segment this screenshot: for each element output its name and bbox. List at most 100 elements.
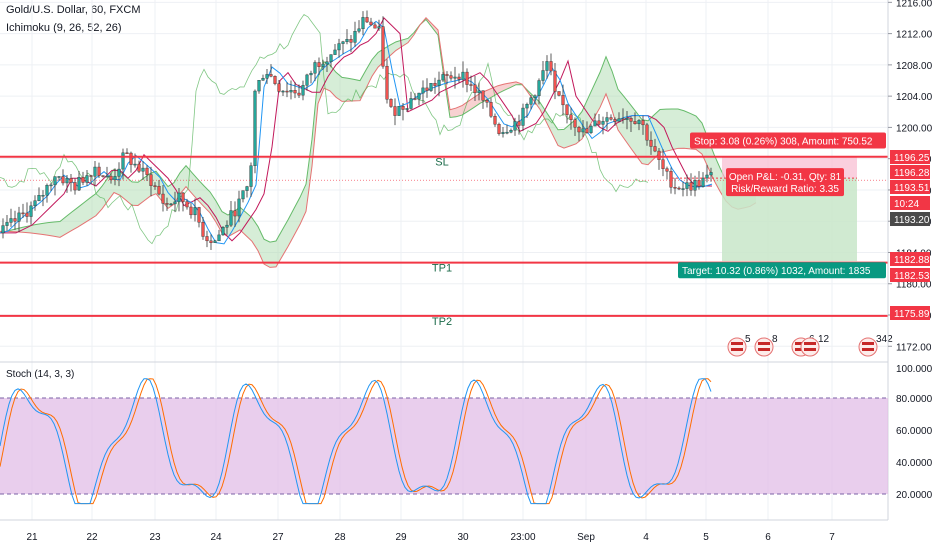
- kumo-segment: [330, 65, 336, 98]
- stop-label-bg: [690, 132, 886, 149]
- candle-body: [69, 178, 73, 183]
- x-tick-label: 29: [395, 532, 407, 543]
- candle-body: [377, 26, 381, 29]
- candle-body: [13, 218, 17, 222]
- candle-body: [41, 195, 45, 197]
- economic-event-badge[interactable]: 342: [858, 334, 893, 357]
- x-tick-label: 28: [334, 532, 346, 543]
- price-tag-bg: [890, 165, 930, 179]
- kumo-segment: [120, 171, 126, 201]
- kumo-segment: [138, 177, 144, 206]
- kumo-segment: [36, 223, 42, 235]
- candle-body: [665, 168, 669, 172]
- candle-body: [373, 24, 377, 29]
- flag-stripe: [804, 342, 816, 345]
- candle-body: [605, 117, 609, 122]
- candle-body: [621, 118, 625, 120]
- price-tag-bg: [890, 252, 930, 266]
- candle-body: [617, 118, 621, 122]
- candle-body: [521, 107, 525, 126]
- x-tick-label: 23: [149, 532, 161, 543]
- candle-body: [65, 178, 69, 184]
- kumo-segment: [564, 124, 570, 149]
- candle-body: [265, 74, 269, 79]
- kumo-segment: [102, 177, 108, 209]
- candle-body: [313, 62, 317, 74]
- stoch-d-line: [0, 378, 712, 505]
- senkou-span-b-line: [0, 17, 757, 268]
- kumo-segment: [84, 197, 90, 224]
- candle-body: [145, 167, 149, 175]
- kumo-segment: [96, 186, 102, 216]
- economic-event-badge[interactable]: 5: [727, 334, 751, 357]
- us-flag-icon: [727, 337, 747, 357]
- kijun-sen-line: [0, 17, 712, 242]
- price-tag-bg: [890, 212, 930, 226]
- kumo-segment: [180, 165, 186, 194]
- candle-body: [537, 80, 541, 96]
- candle-body: [293, 90, 297, 94]
- candle-body: [169, 203, 173, 206]
- price-tag: 1182.53: [890, 268, 930, 282]
- kumo-segment: [294, 197, 300, 236]
- kumo-segment: [618, 89, 624, 139]
- kumo-segment: [678, 109, 684, 149]
- y-tick-label: 1200.00: [896, 123, 932, 134]
- chart-symbol-title[interactable]: Gold/U.S. Dollar, 60, FXCM: [6, 4, 141, 16]
- candle-body: [677, 187, 681, 190]
- candle-body: [565, 104, 569, 115]
- kumo-segment: [276, 230, 282, 267]
- candle-body: [469, 84, 473, 86]
- level-label-tp2: TP2: [432, 316, 452, 328]
- stochastic-indicator-label[interactable]: Stoch (14, 3, 3): [6, 369, 75, 380]
- candle-body: [357, 28, 361, 32]
- candle-body: [213, 240, 217, 243]
- kumo-segment: [552, 120, 558, 146]
- candle-body: [709, 172, 713, 176]
- kumo-segment: [324, 61, 330, 91]
- kumo-segment: [504, 82, 510, 91]
- candle-body: [209, 240, 213, 243]
- ichimoku-indicator-label[interactable]: Ichimoku (9, 26, 52, 26): [6, 22, 122, 34]
- candle-body: [533, 95, 537, 98]
- us-flag-icon: [858, 337, 878, 357]
- event-count: 342: [876, 334, 893, 345]
- kumo-segment: [54, 221, 60, 238]
- candle-body: [489, 102, 493, 117]
- y-tick-label: 1204.00: [896, 92, 932, 103]
- candle-body: [461, 71, 465, 80]
- flag-stripe: [795, 342, 807, 345]
- kumo-segment: [90, 193, 96, 220]
- target-label-bg: [678, 262, 886, 279]
- price-tag-text: 1182.88: [894, 255, 930, 266]
- candle-body: [1, 225, 5, 234]
- kumo-segment: [432, 23, 438, 36]
- candle-body: [49, 184, 53, 187]
- kumo-segment: [510, 81, 516, 88]
- candle-body: [549, 61, 553, 72]
- economic-event-badge[interactable]: 12: [800, 334, 830, 357]
- x-tick-label: 5: [703, 532, 709, 543]
- candle-body: [109, 175, 113, 181]
- time-axis: 21 22 23 24 27 28 29 30 23:00 Sep 4 5 6 7: [0, 519, 888, 543]
- kumo-segment: [126, 176, 132, 206]
- candle-body: [573, 119, 577, 128]
- x-tick-label: Sep: [577, 532, 595, 543]
- kumo-segment: [360, 70, 366, 101]
- candle-body: [601, 121, 605, 125]
- candle-body: [365, 17, 369, 23]
- candle-body: [9, 218, 13, 223]
- candle-body: [421, 87, 425, 94]
- price-tag: 1175.89: [890, 306, 930, 320]
- price-tag-bg: [890, 306, 930, 320]
- candle-body: [457, 76, 461, 80]
- candle-body: [121, 152, 125, 170]
- candle-body: [629, 118, 633, 122]
- candle-body: [417, 92, 421, 100]
- price-tag-bg: [890, 268, 930, 282]
- kumo-segment: [342, 77, 348, 102]
- economic-event-badge[interactable]: 8: [754, 334, 778, 357]
- candle-body: [225, 224, 229, 228]
